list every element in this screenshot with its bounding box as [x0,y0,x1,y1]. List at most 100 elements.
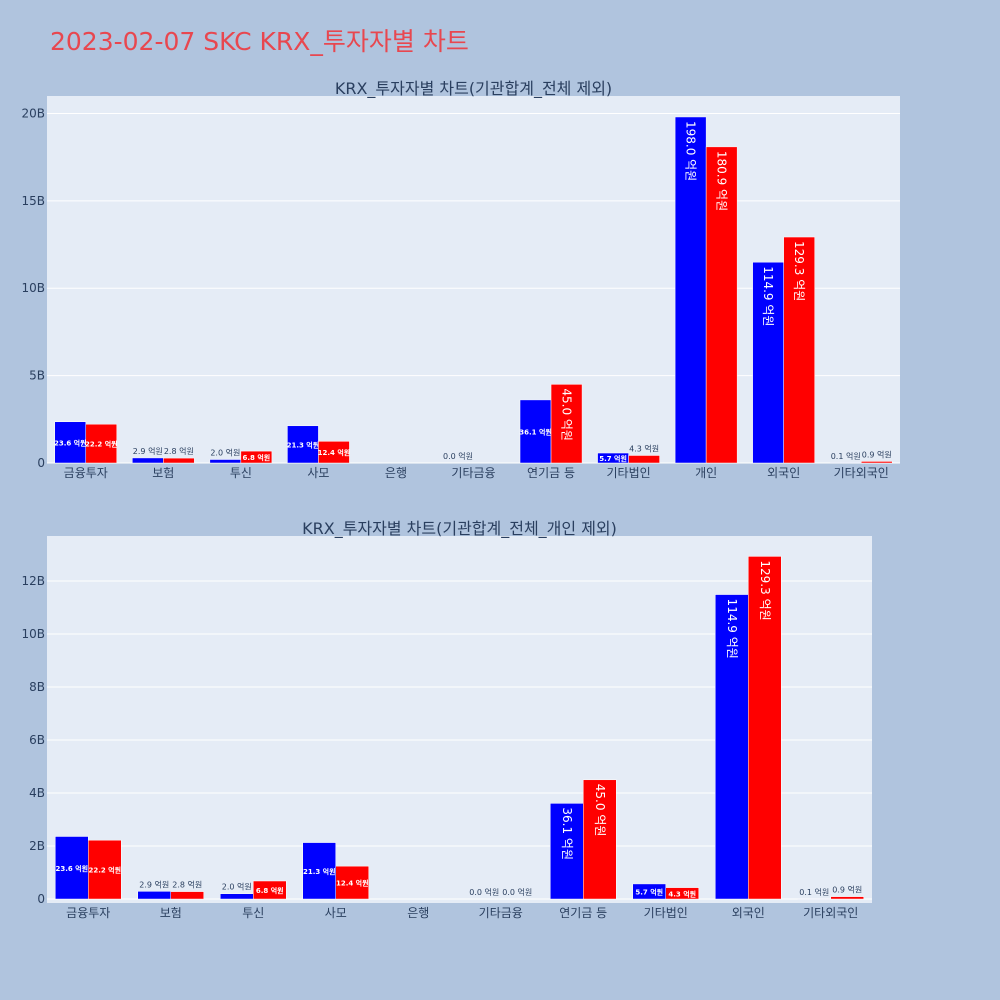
chart-title: KRX_투자자별 차트(기관합계_전체_개인 제외) [302,519,617,539]
data-label: 6.8 억원 [243,453,271,462]
bar [519,399,552,464]
x-tick-label: 외국인 [732,906,765,920]
bar [550,384,583,464]
data-label: 4.3 억원 [668,889,696,898]
bar [240,450,273,464]
data-label: 0.0 억원 [443,451,473,461]
data-label: 198.0 억원 [684,121,698,181]
x-tick-label: 외국인 [767,466,800,480]
data-label: 0.1 억원 [831,451,861,461]
x-tick-label: 금융투자 [64,466,108,480]
data-label: 2.8 억원 [164,446,194,456]
chart-1: 0 5B 10B 15B 20B KRX_투자자별 차트(기관합계_전체 제외) 23.6 … [21,79,900,480]
data-label: 0.1 억원 [799,887,829,897]
bar [287,425,319,464]
y-tick-label: 10B [21,281,45,295]
bar [335,865,369,900]
bar [550,803,584,900]
data-label: 2.9 억원 [133,446,163,456]
y-tick-label: 8B [29,680,45,694]
bar [665,887,699,900]
bar [220,893,254,900]
bar [583,779,617,900]
bar [783,236,815,464]
y-tick-label: 4B [29,786,45,800]
x-tick-label: 기타법인 [644,906,688,920]
data-label: 114.9 억원 [725,599,739,659]
bar [54,421,87,464]
y-tick-label: 6B [29,733,45,747]
x-tick-label: 투신 [230,466,252,480]
x-tick-label: 은행 [407,905,429,920]
x-tick-label: 사모 [325,906,347,920]
y-tick-label: 5B [29,369,45,383]
data-label: 0.9 억원 [832,885,862,895]
data-label: 0.9 억원 [862,449,892,459]
bar [705,146,738,464]
x-tick-label: 금융투자 [66,906,110,920]
bar [85,423,118,464]
bar [209,459,242,464]
x-tick-label: 은행 [385,465,407,480]
x-tick-label: 기타외국인 [834,466,889,480]
x-tick-label: 기타금융 [451,466,495,480]
data-label: 23.6 억원 [55,864,88,873]
y-tick-label: 20B [21,106,45,120]
bar [132,457,164,464]
data-label: 4.3 억원 [629,443,659,453]
data-label: 22.2 억원 [88,866,121,875]
data-label: 6.8 억원 [256,886,284,895]
x-tick-label: 사모 [307,466,329,480]
page-title: 2023-02-07 SKC KRX_투자자별 차트 [50,27,469,56]
chart-2: 0 2B 4B 6B 8B 10B 12B KRX_투자자별 차트(기관합계_전체_개인 제외… [21,519,872,920]
y-tick-label: 10B [21,627,45,641]
y-tick-label: 0 [37,892,45,906]
data-label: 23.6 억원 [54,438,87,447]
x-tick-label: 기타외국인 [803,906,858,920]
data-label: 2.8 억원 [172,880,202,890]
data-label: 129.3 억원 [758,560,772,620]
y-tick-label: 15B [21,194,45,208]
data-label: 114.9 억원 [761,266,775,326]
bar [88,839,122,900]
bar [752,261,784,464]
y-tick-label: 12B [21,574,45,588]
data-label: 21.3 억원 [287,440,320,449]
bar [715,594,749,900]
bar [830,896,864,900]
bar [55,836,89,900]
x-tick-label: 기타법인 [607,466,651,480]
y-tick-label: 2B [29,839,45,853]
x-tick-label: 투신 [242,906,264,920]
bar [318,441,350,464]
data-label: 12.4 억원 [318,448,351,457]
data-label: 0.0 억원 [502,887,532,897]
data-label: 0.0 억원 [469,887,499,897]
x-tick-label: 보험 [160,906,182,920]
data-label: 22.2 억원 [85,440,118,449]
bar [253,880,287,900]
x-tick-label: 연기금 등 [559,906,607,920]
bar [163,457,195,464]
data-label: 2.0 억원 [210,448,240,458]
data-label: 36.1 억원 [560,807,574,860]
bar [674,116,707,464]
bar [628,455,660,464]
x-tick-label: 보험 [152,466,174,480]
data-label: 5.7 억원 [599,454,627,463]
data-label: 2.0 억원 [222,882,252,892]
chart-title: KRX_투자자별 차트(기관합계_전체 제외) [335,79,612,99]
y-tick-label: 0 [37,456,45,470]
bar [302,842,336,900]
x-tick-label: 개인 [695,466,717,480]
bar [748,556,782,900]
data-label: 180.9 억원 [715,151,729,211]
data-label: 21.3 억원 [303,867,336,876]
data-label: 45.0 억원 [593,784,607,837]
bar [860,461,893,464]
data-label: 2.9 억원 [139,879,169,889]
data-label: 12.4 억원 [336,879,369,888]
data-label: 45.0 억원 [560,388,574,441]
data-label: 36.1 억원 [519,427,552,436]
